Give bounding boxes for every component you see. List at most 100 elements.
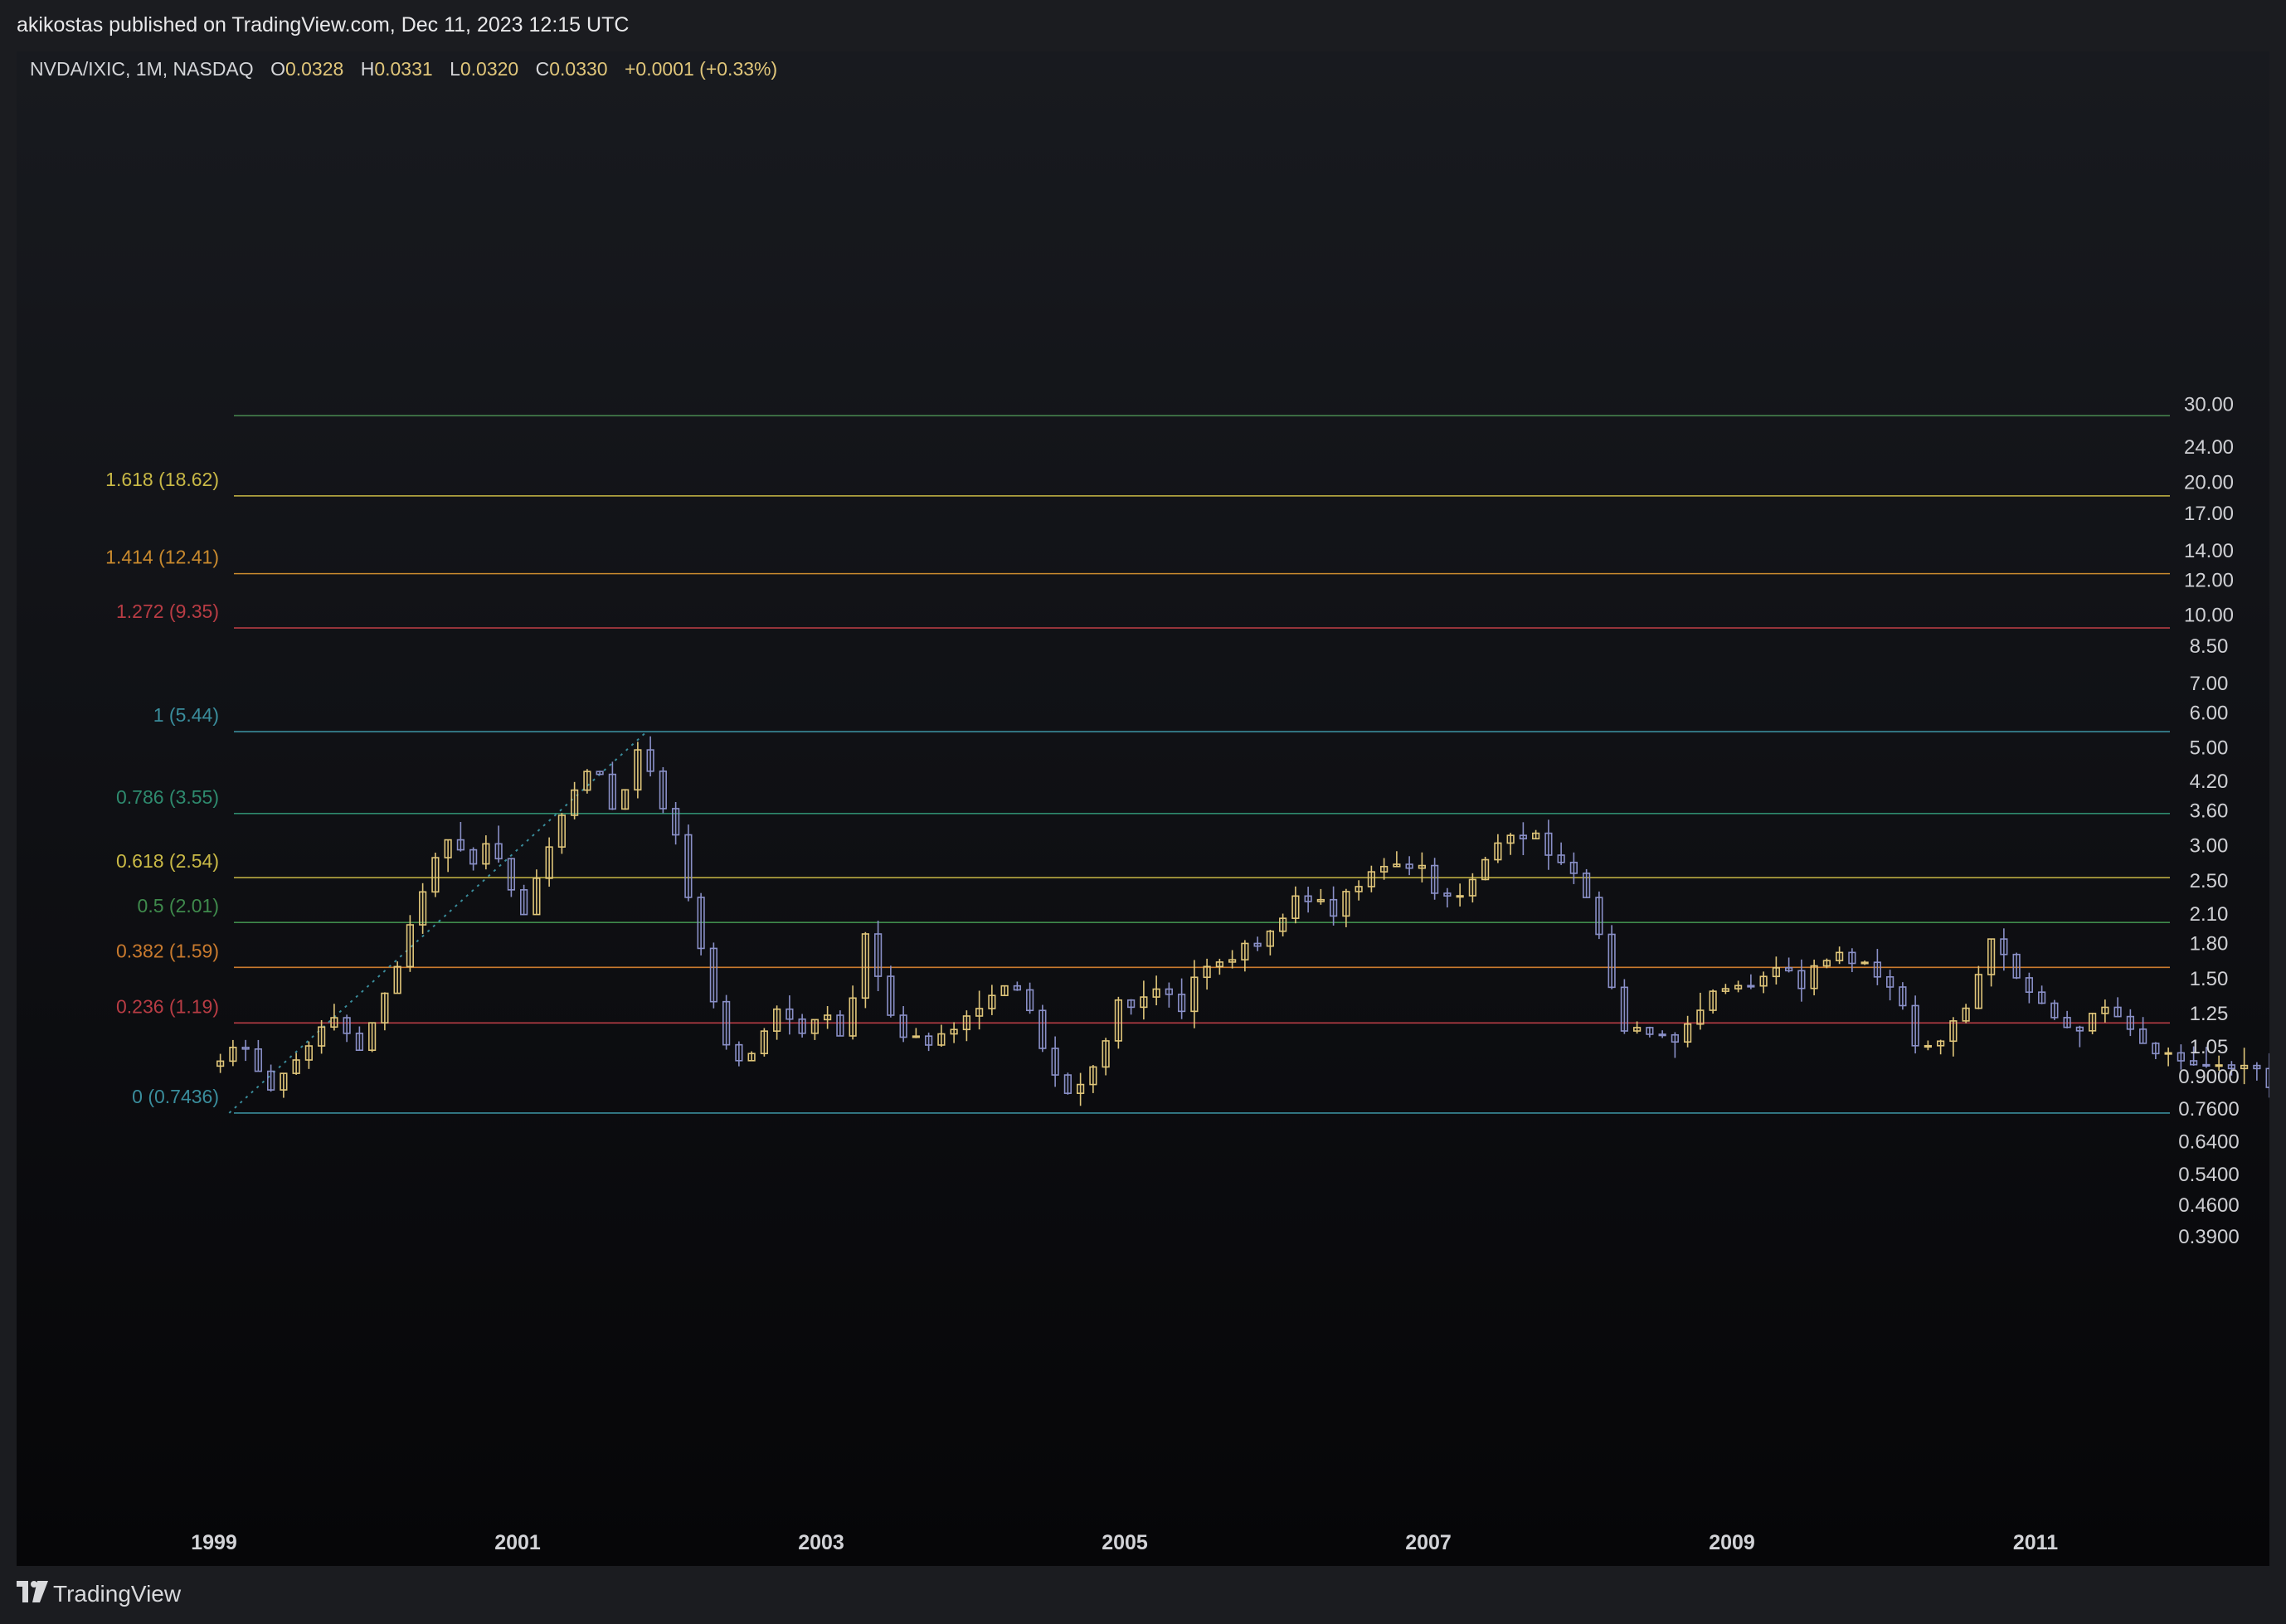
candle-body-up [1140,996,1148,1009]
candle-body-down [2126,1015,2134,1030]
price-tick-label: 1.50 [2190,968,2229,990]
candle-body-up [318,1026,326,1047]
candle-body-down [1620,986,1628,1032]
candle-body-down [1519,834,1527,839]
candle-body-up [2101,1006,2109,1014]
candle-body-down [1178,994,1186,1013]
candle-body-down [1063,1074,1072,1094]
candle-body-up [1822,960,1831,967]
candle-body-down [596,771,604,776]
price-tick-label: 6.00 [2190,703,2229,725]
price-axis[interactable]: 30.00 24.00 20.00 17.00 14.00 12.00 10.00 8.50 7… [2178,394,2239,1248]
candle-body-up [1190,976,1199,1013]
candle-body-up [482,843,490,865]
high-label: H [361,58,375,80]
publish-header: akikostas published on TradingView.com, … [0,0,2286,51]
candle-body-up [1494,842,1502,861]
candle-body-up [1291,895,1300,919]
chart-canvas[interactable]: 1.618 (18.62) 1.414 (12.41) 1.272 (9.35) 1 … [17,51,2269,1566]
candle-body-down [2075,1026,2084,1032]
candle-body-up [1279,917,1287,932]
price-tick-label: 17.00 [2184,503,2234,525]
chart-pane[interactable]: 1.618 (18.62) 1.414 (12.41) 1.272 (9.35) 1 … [17,51,2269,1566]
candle-body-down [1431,864,1439,894]
candle-body-down [2139,1028,2147,1044]
candle-body-down [254,1048,262,1072]
candle-body-up [1532,832,1540,839]
candle-body-down [507,858,515,891]
time-tick-label: 2003 [798,1531,844,1554]
candle-body-down [2050,1002,2059,1019]
candle-body-down [2025,977,2033,993]
candle-body-up [1709,990,1717,1011]
candle-body-up [1228,959,1237,963]
candle-body-up [583,771,591,791]
price-tick-label: 4.20 [2190,771,2229,793]
candle-body-down [722,1000,731,1046]
candle-body-up [861,933,869,999]
high-value: 0.0331 [374,58,432,80]
price-tick-label: 20.00 [2184,471,2234,494]
candle-body-up [1974,974,1982,1009]
time-tick-label: 2005 [1102,1531,1148,1554]
candle-body-up [1684,1023,1692,1043]
candle-body-up [1089,1066,1097,1086]
tradingview-brand[interactable]: TradingView [53,1581,182,1607]
candle-body-up [937,1033,946,1046]
candle-body-up [849,997,857,1037]
tradingview-logo-icon[interactable] [17,1581,48,1602]
candle-body-down [684,834,693,898]
price-tick-label: 1.25 [2190,1003,2229,1025]
candle-body-down [241,1046,250,1050]
candle-body-up [1860,961,1869,965]
candle-body-up [1696,1009,1705,1025]
price-tick-label: 7.00 [2190,673,2229,695]
candle-body-down [2038,991,2046,1004]
candle-body-up [1114,999,1122,1042]
candle-body-up [773,1008,781,1032]
candle-body-up [1393,863,1401,868]
candle-body-up [1152,988,1160,998]
candle-body-up [1316,898,1325,902]
candle-body-down [1557,854,1565,863]
candle-body-down [1026,989,1034,1012]
candle-body-up [1266,930,1274,947]
price-tick-label: 1.05 [2190,1036,2229,1058]
fib-retracement[interactable]: 1.618 (18.62) 1.414 (12.41) 1.272 (9.35) 1 … [105,469,2170,1114]
time-axis[interactable]: 1999200120032005200720092011201320152017… [191,1531,2269,1554]
candle-body-up [1342,891,1350,917]
candle-body-up [634,749,642,791]
candle-body-up [533,878,541,916]
candle-body-up [1810,965,1818,989]
price-tick-label: 14.00 [2184,540,2234,562]
candle-body-down [1848,951,1856,965]
candle-body-down [1747,985,1755,988]
candle-body-down [1304,895,1312,902]
candle-body-down [1886,975,1894,988]
candle-body-down [887,975,895,1016]
fib-level-label: 0.382 (1.59) [116,940,219,961]
candle-body-up [1000,985,1009,997]
candle-body-up [381,992,389,1024]
candle-body-up [1241,942,1249,960]
candle-body-down [2265,1067,2269,1088]
candle-body-down [520,889,528,916]
candle-body-up [557,814,566,848]
candle-body-up [444,839,452,858]
candle-body-down [2202,1063,2211,1067]
candle-body-down [2000,938,2008,955]
price-tick-label: 0.4600 [2178,1194,2239,1217]
symbol-info[interactable]: NVDA/IXIC, 1M, NASDAQ [30,58,254,80]
candle-body-down [1873,961,1881,978]
price-tick-label: 2.50 [2190,870,2229,892]
close-label: C [536,58,550,80]
candle-body-up [1987,938,1996,975]
price-tick-label: 0.3900 [2178,1226,2239,1248]
candle-body-down [659,771,667,810]
low-value: 0.0320 [460,58,518,80]
fib-level-label: 1.272 (9.35) [116,600,219,622]
candle-body-down [494,843,503,860]
fib-level-label: 1 (5.44) [153,704,219,726]
candle-body-down [2152,1043,2160,1055]
candle-body-up [950,1028,958,1035]
